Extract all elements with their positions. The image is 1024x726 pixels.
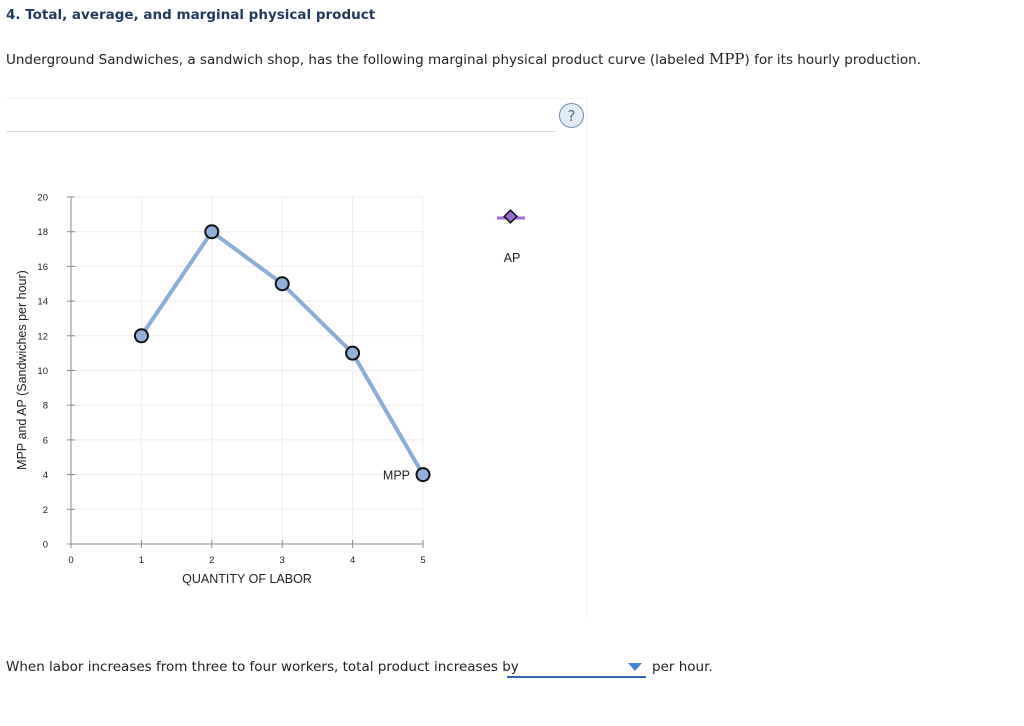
x-tick-label: 5 [420, 555, 425, 566]
mpp-point[interactable] [274, 276, 290, 292]
y-tick-label: 4 [43, 470, 48, 481]
y-tick-label: 16 [37, 262, 48, 273]
panel-divider [6, 131, 555, 132]
mpp-point[interactable] [133, 328, 149, 344]
y-tick-label: 20 [37, 193, 48, 204]
mpp-point[interactable] [415, 467, 431, 483]
x-axis-label: QUANTITY OF LABOR [182, 572, 312, 586]
answer-dropdown[interactable] [507, 656, 646, 678]
chart-legend: AP [497, 209, 525, 265]
question-title: 4. Total, average, and marginal physical… [6, 7, 376, 23]
x-tick-label: 0 [68, 555, 73, 566]
panel-top-border [6, 98, 586, 99]
y-tick-label: 10 [37, 366, 48, 377]
help-button[interactable]: ? [559, 103, 584, 128]
chart-grid [71, 196, 424, 544]
y-tick-label: 0 [43, 540, 48, 551]
y-tick-label: 14 [37, 297, 48, 308]
y-axis-label: MPP and AP (Sandwiches per hour) [15, 270, 29, 470]
ap-legend-marker[interactable] [503, 209, 518, 224]
x-tick-label: 2 [209, 555, 214, 566]
x-tick-label: 1 [139, 555, 144, 566]
question-intro: Underground Sandwiches, a sandwich shop,… [6, 50, 921, 68]
chart-series: MPP [133, 224, 431, 483]
intro-text-before: Underground Sandwiches, a sandwich shop,… [6, 52, 709, 68]
dropdown-arrow-icon [628, 663, 642, 671]
y-tick-label: 12 [37, 331, 48, 342]
question-mark-icon: ? [567, 106, 576, 125]
answer-prompt: When labor increases from three to four … [6, 659, 519, 675]
ap-legend-label: AP [504, 251, 521, 265]
y-tick-label: 8 [43, 401, 48, 412]
x-tick-label: 3 [280, 555, 285, 566]
x-tick-label: 4 [350, 555, 355, 566]
y-tick-label: 2 [43, 505, 48, 516]
intro-text-after: ) for its hourly production. [744, 52, 922, 68]
mpp-series-label: MPP [383, 469, 410, 483]
intro-term: MPP [708, 50, 745, 68]
y-tick-label: 6 [43, 435, 48, 446]
mpp-point[interactable] [345, 345, 361, 361]
y-tick-label: 18 [37, 227, 48, 238]
mpp-point[interactable] [204, 224, 220, 240]
answer-suffix: per hour. [652, 659, 713, 675]
panel-right-border [586, 98, 587, 618]
